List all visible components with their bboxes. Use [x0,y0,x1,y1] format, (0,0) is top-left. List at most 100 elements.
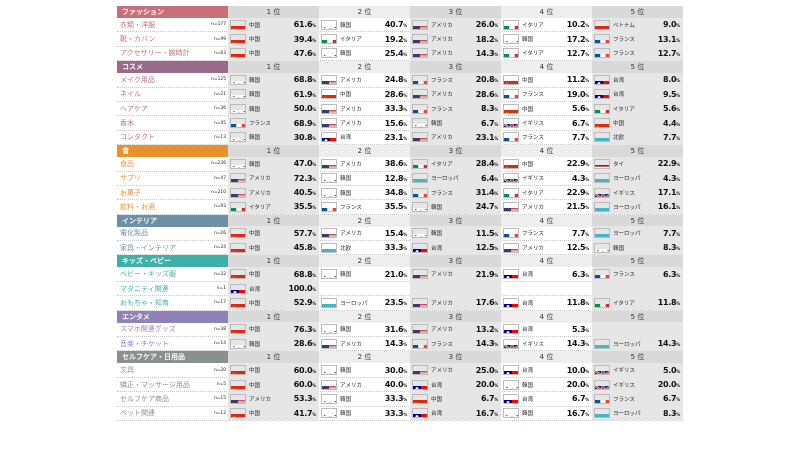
percent-sign: % [676,23,680,29]
percent-sign: % [403,411,407,417]
percentage-value: 13.2 [475,324,495,334]
country-name: アメリカ [249,396,272,403]
percentage-value: 9.0 [663,20,677,30]
percent-sign: % [585,368,589,374]
flag-us-icon [412,89,428,100]
rank-cell: 台湾 8.0% [592,72,683,88]
percentage: 8.3% [663,243,680,252]
rank-cell: アメリカ 38.6% [319,157,410,171]
percentage-value: 24.8 [384,75,404,85]
country-name: 中国 [249,368,261,375]
percent-sign: % [312,368,316,374]
rank-label: 4 位 [501,310,592,323]
percent-sign: % [312,176,316,182]
rank-label: 3 位 [410,145,501,158]
percentage: 7.7% [663,133,680,142]
country-name: アメリカ [340,77,362,84]
flag-gb-icon [594,365,610,376]
country-name: イタリア [522,190,544,197]
percent-sign: % [494,23,498,29]
percentage: 5.6% [572,104,589,113]
percentage-value: 7.7 [663,228,677,238]
rank-label: 4 位 [501,255,592,268]
percentage: 6.7% [572,394,589,403]
country-name: 韓国 [340,176,352,183]
percentage: 8.0% [663,75,680,84]
percentage-value: 22.9 [657,159,677,169]
percentage-value: 21.0 [384,269,404,279]
percentage-value: 24.7 [475,202,495,212]
percentage: 4.4% [663,119,680,128]
rank-cell: タイ 22.9% [592,156,683,172]
country-name: 韓国 [340,368,352,375]
percentage-value: 25.0 [475,365,495,375]
item-name: 電化製品 [120,229,148,238]
flag-fr-icon [412,74,428,85]
percentage: 60.0% [294,366,317,375]
percentage: 5.0% [663,366,680,375]
percentage-value: 60.0 [293,380,313,389]
flag-kr-icon [503,34,519,45]
table-row: サプリ n=47 アメリカ 72.3% 韓国 12.8% ヨーロッパ 6.4% イギリス 4.3%… [117,171,683,186]
flag-eu-icon [594,173,610,184]
percentage: 11.2% [566,75,590,85]
percentage-value: 22.9 [566,188,586,198]
rank-cell: 韓国 17.2% [501,32,592,46]
table-row: ペット関連 n=12 中国 41.7% 韓国 33.3% 台湾 16.7% 韓国 16.7% ヨーロ… [117,406,683,421]
percentage: 16.7% [476,409,499,418]
percentage: 60.0% [293,380,317,389]
flag-cn-icon [503,158,519,169]
country-name: ヨーロッパ [340,300,368,307]
flag-fr-icon [594,393,610,404]
percentage: 47.0% [294,159,317,168]
country-name: フランス [249,121,271,128]
percent-sign: % [494,51,498,57]
country-name: イタリア [522,51,544,58]
percentage: 7.7% [572,229,589,238]
country-name: アメリカ [431,272,454,279]
item-name: 香水 [120,119,134,128]
country-name: イギリス [613,382,636,389]
percentage: 61.6% [294,20,317,29]
percentage: 8.3% [481,104,498,113]
percentage: 15.6% [385,119,408,128]
percentage-value: 8.3 [481,104,495,114]
country-name: ヨーロッパ [613,341,641,348]
percentage-value: 33.3 [384,394,404,404]
rank-cell: フランス 35.5% [319,200,410,214]
item-name: 音楽・チケット [120,339,169,348]
percentage-value: 14.3 [657,339,677,349]
table-row: 衣類・洋服 n=177 中国 61.6% 韓国 40.7% アメリカ 26.0% イタリア 10.… [117,17,683,33]
percentage: 28.4% [475,159,499,169]
item-name: 文具 [120,366,134,375]
country-name: アメリカ [431,135,453,142]
rank-cell: アメリカ 28.6% [410,87,501,102]
percent-sign: % [585,162,589,168]
country-name: ヨーロッパ [613,176,641,183]
percent-sign: % [403,162,407,168]
country-name: イタリア [340,37,362,44]
percent-sign: % [585,301,589,307]
percentage-value: 30.0 [384,365,404,375]
percentage-value: 31.4 [475,188,495,198]
flag-tw-icon [412,242,428,253]
percent-sign: % [676,368,680,374]
section-title: エンタメ [117,310,228,323]
percentage: 9.0% [663,20,680,29]
country-name: 韓国 [249,341,261,348]
percentage-value: 28.4 [475,159,495,169]
percentage-value: 6.4 [481,173,495,183]
rank-cell: イギリス 4.3% [501,171,592,185]
flag-cn-icon [230,297,246,308]
percentage-value: 8.3 [663,408,677,418]
percentage: 11.5% [476,229,499,238]
rank-cell: ヨーロッパ 23.5% [319,296,410,310]
percentage-value: 11.2 [566,75,586,85]
country-name: 台湾 [431,382,443,389]
percent-sign: % [403,301,407,307]
table-row: 音楽・チケット n=14 韓国 28.6% アメリカ 14.3% フランス 14.3% イギリス… [117,336,683,352]
flag-kr-icon [412,228,428,239]
sample-size: n=177 [211,22,226,28]
